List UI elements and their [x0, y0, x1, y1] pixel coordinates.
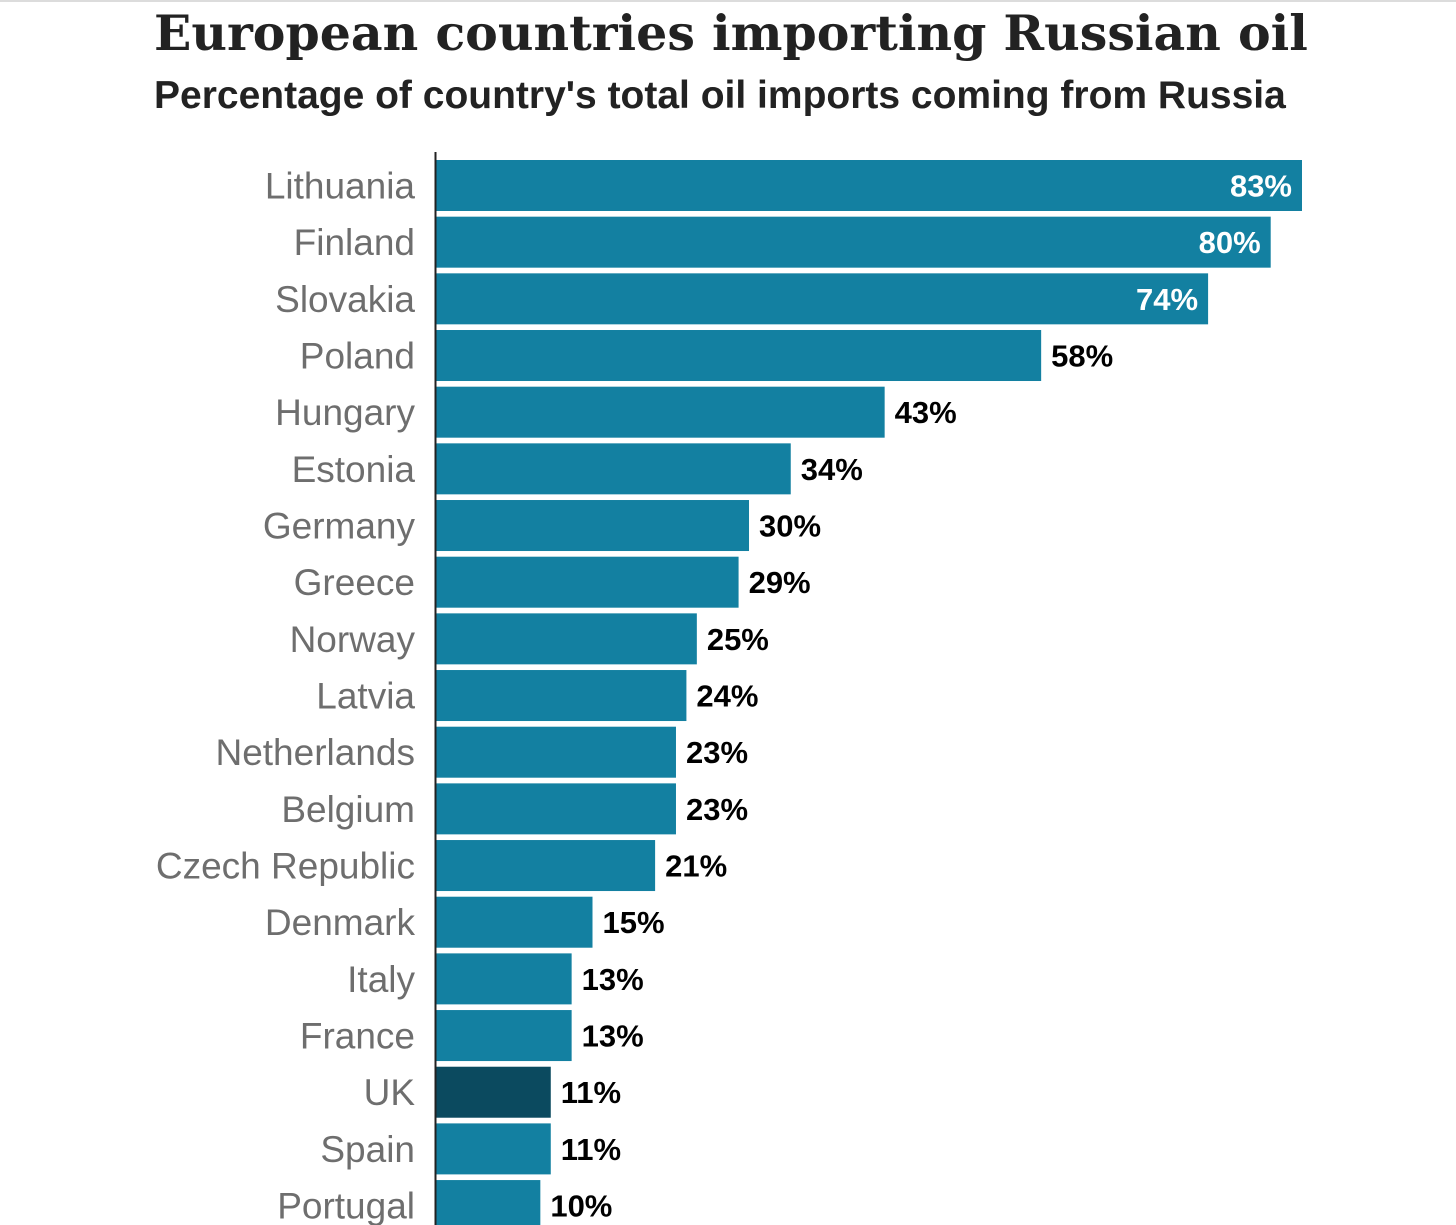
category-label-uk: UK [364, 1072, 416, 1113]
bar-hungary [436, 386, 885, 438]
value-label-netherlands: 23% [686, 735, 748, 770]
top-divider [0, 0, 1456, 2]
bar-germany [436, 500, 750, 552]
bar-latvia [436, 670, 687, 722]
category-label-latvia: Latvia [316, 676, 415, 717]
value-label-portugal: 10% [550, 1189, 612, 1224]
value-label-hungary: 43% [895, 395, 957, 430]
bar-spain [436, 1123, 551, 1175]
category-label-france: France [300, 1016, 415, 1057]
category-label-norway: Norway [290, 619, 416, 660]
category-label-italy: Italy [347, 959, 415, 1000]
value-label-france: 13% [582, 1019, 644, 1054]
category-label-portugal: Portugal [277, 1186, 415, 1225]
value-label-finland: 80% [1199, 225, 1261, 260]
category-label-slovakia: Slovakia [275, 279, 415, 320]
category-label-czech-republic: Czech Republic [156, 846, 415, 887]
value-label-spain: 11% [561, 1132, 621, 1167]
value-label-poland: 58% [1051, 339, 1113, 374]
bar-czech-republic [436, 840, 656, 892]
value-label-uk: 11% [561, 1075, 621, 1110]
bar-poland [436, 330, 1042, 382]
bar-netherlands [436, 726, 676, 778]
bar-portugal [436, 1180, 541, 1225]
value-label-norway: 25% [707, 622, 769, 657]
bar-italy [436, 953, 572, 1005]
chart-title: European countries importing Russian oil [154, 4, 1308, 62]
value-label-lithuania: 83% [1230, 169, 1292, 204]
value-label-germany: 30% [759, 509, 821, 544]
value-label-latvia: 24% [696, 679, 758, 714]
bar-belgium [436, 783, 676, 835]
bar-estonia [436, 443, 791, 495]
value-label-belgium: 23% [686, 792, 748, 827]
category-label-denmark: Denmark [265, 902, 416, 943]
bar-lithuania [436, 160, 1302, 211]
bar-uk [436, 1066, 551, 1118]
bar-norway [436, 613, 697, 665]
category-label-belgium: Belgium [281, 789, 415, 830]
bar-france [436, 1010, 572, 1062]
bar-denmark [436, 896, 593, 948]
category-label-germany: Germany [263, 506, 416, 547]
value-label-czech-republic: 21% [665, 849, 727, 884]
category-label-hungary: Hungary [275, 392, 415, 433]
category-label-estonia: Estonia [292, 449, 416, 490]
category-label-spain: Spain [320, 1129, 415, 1170]
bar-greece [436, 556, 739, 608]
category-label-netherlands: Netherlands [215, 732, 415, 773]
category-label-poland: Poland [300, 336, 415, 377]
bar-finland [436, 216, 1271, 268]
category-label-lithuania: Lithuania [265, 166, 416, 207]
chart-subtitle: Percentage of country's total oil import… [154, 74, 1286, 117]
value-label-estonia: 34% [801, 452, 863, 487]
category-label-finland: Finland [294, 222, 415, 263]
category-label-greece: Greece [294, 562, 415, 603]
bar-slovakia [436, 273, 1209, 325]
value-label-italy: 13% [582, 962, 644, 997]
value-label-greece: 29% [749, 565, 811, 600]
value-label-slovakia: 74% [1136, 282, 1198, 317]
value-label-denmark: 15% [603, 905, 665, 940]
